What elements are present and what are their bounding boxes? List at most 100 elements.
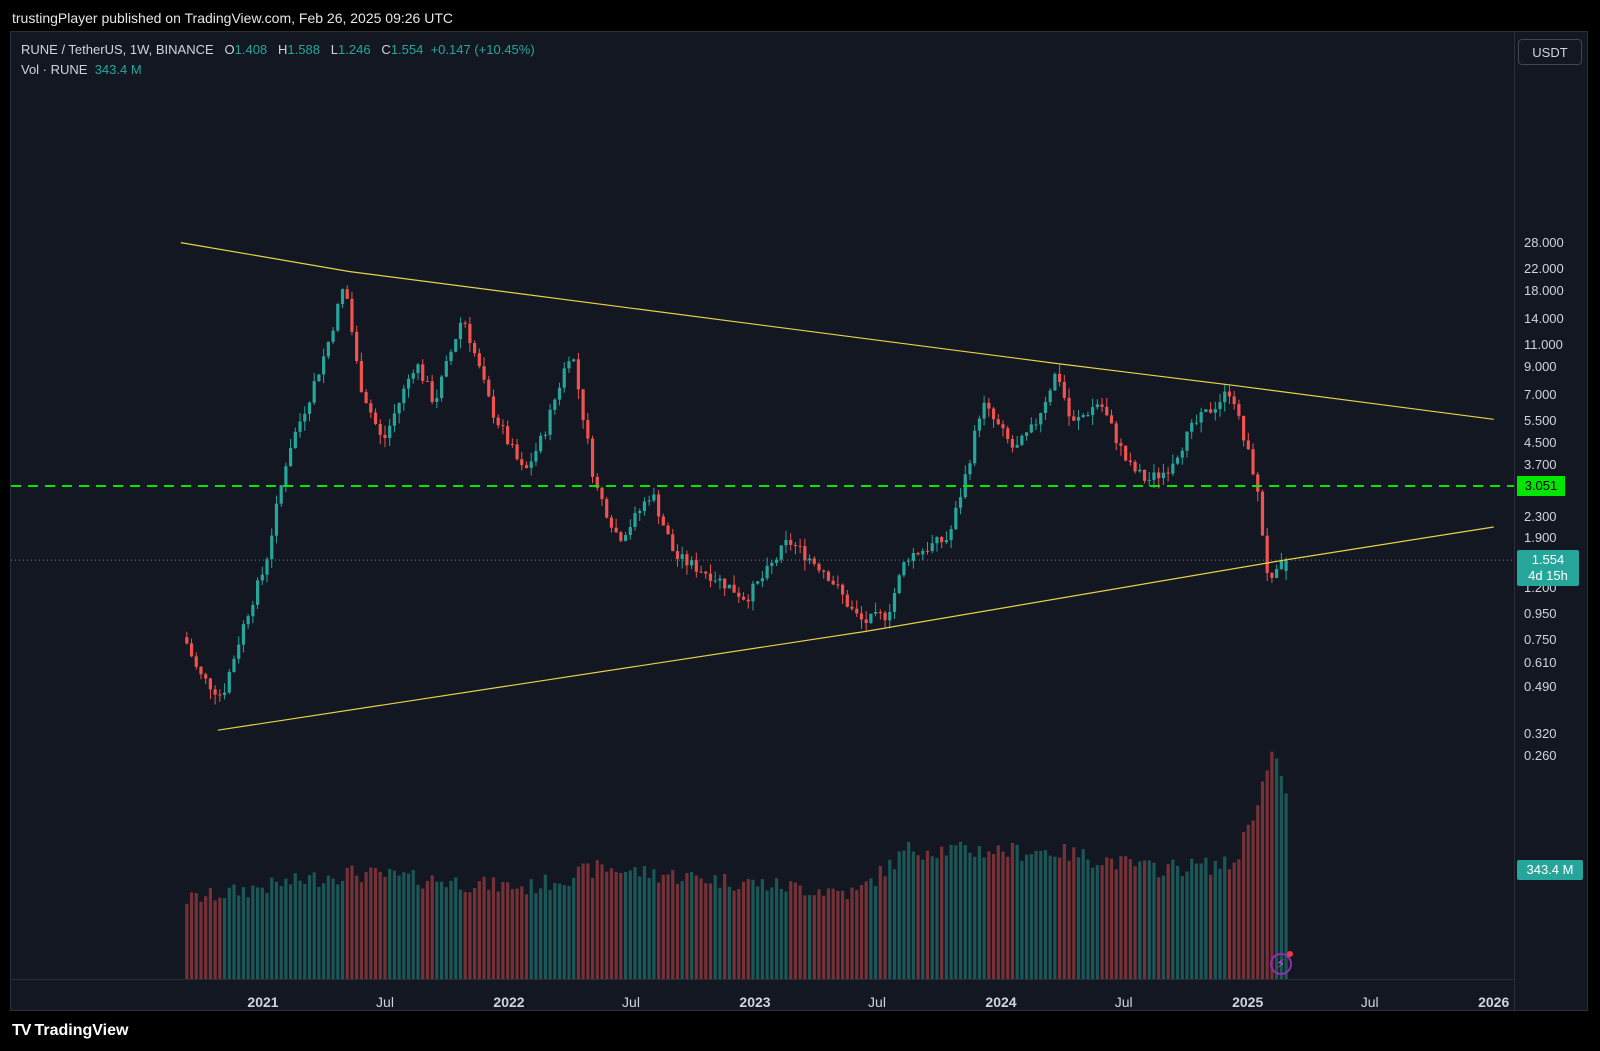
volume-bar bbox=[515, 888, 519, 979]
volume-bar bbox=[958, 841, 963, 979]
trendline[interactable] bbox=[180, 242, 1494, 420]
symbol-title[interactable]: RUNE / TetherUS, 1W, BINANCE bbox=[21, 42, 214, 57]
candle-body bbox=[265, 559, 269, 575]
volume-bar bbox=[760, 879, 764, 979]
volume-bar bbox=[576, 866, 580, 979]
candle-body bbox=[661, 516, 665, 526]
candle-body bbox=[406, 378, 411, 389]
volume-bar bbox=[996, 845, 1000, 979]
volume-bar bbox=[845, 899, 849, 979]
currency-selector[interactable]: USDT bbox=[1518, 39, 1582, 65]
price-tick-label: 3.700 bbox=[1524, 456, 1557, 472]
volume-bar bbox=[935, 858, 939, 979]
candle-body bbox=[1142, 469, 1147, 481]
volume-bar bbox=[746, 878, 750, 979]
tradingview-logo[interactable]: TV TradingView bbox=[12, 1022, 128, 1040]
volume-bar bbox=[864, 881, 868, 979]
volume-bar bbox=[1256, 805, 1260, 979]
lightning-alert-icon[interactable]: ⚡ bbox=[1270, 953, 1292, 975]
candle-body bbox=[251, 604, 255, 617]
volume-bar bbox=[807, 895, 812, 979]
candle-body bbox=[1039, 413, 1043, 425]
candle-body bbox=[1157, 472, 1161, 479]
volume-bar bbox=[1275, 758, 1279, 979]
candle-body bbox=[506, 426, 510, 445]
volume-bar bbox=[185, 903, 189, 979]
price-tick-label: 5.500 bbox=[1524, 413, 1557, 429]
volume-bar bbox=[661, 874, 665, 979]
candle-body bbox=[1029, 424, 1033, 433]
candle-body bbox=[439, 376, 444, 399]
volume-bar bbox=[718, 887, 722, 979]
price-tick-label: 2.300 bbox=[1524, 509, 1557, 525]
candle-body bbox=[1100, 404, 1104, 407]
volume-bar bbox=[1251, 820, 1255, 979]
volume-bar bbox=[774, 878, 779, 979]
candle-body bbox=[836, 584, 840, 586]
candle-body bbox=[1048, 390, 1052, 402]
candle-body bbox=[680, 554, 684, 559]
candle-body bbox=[850, 606, 854, 609]
candle-body bbox=[916, 553, 920, 555]
trendline[interactable] bbox=[217, 526, 1494, 731]
volume-bar bbox=[675, 883, 680, 979]
volume-bar bbox=[855, 890, 859, 979]
candle-body bbox=[633, 512, 637, 528]
volume-bar bbox=[274, 881, 279, 979]
volume-bar bbox=[779, 888, 783, 979]
volume-bar bbox=[279, 886, 283, 979]
candle-body bbox=[208, 678, 213, 690]
volume-bar bbox=[373, 868, 378, 979]
volume-bar bbox=[831, 888, 835, 979]
volume-bar bbox=[340, 880, 345, 979]
candle-body bbox=[1194, 422, 1199, 424]
candle-body bbox=[364, 392, 368, 404]
volume-label[interactable]: Vol · RUNE bbox=[21, 62, 88, 77]
candle-body bbox=[491, 396, 496, 418]
candle-body bbox=[373, 412, 378, 425]
volume-bar bbox=[529, 879, 533, 979]
price-tick-label: 0.260 bbox=[1524, 748, 1557, 764]
candle-body bbox=[303, 413, 307, 422]
candle-body bbox=[477, 353, 481, 367]
candle-body bbox=[619, 532, 623, 541]
volume-bar bbox=[331, 878, 335, 979]
candle-body bbox=[1237, 404, 1241, 416]
candle-body bbox=[657, 494, 661, 517]
candle-body bbox=[807, 558, 812, 561]
candle-body bbox=[510, 444, 514, 446]
time-tick-label: 2022 bbox=[493, 994, 525, 1010]
volume-bar bbox=[213, 900, 217, 979]
candle-body bbox=[789, 540, 793, 545]
candle-body bbox=[694, 560, 698, 572]
volume-bar bbox=[416, 884, 420, 979]
candle-body bbox=[751, 583, 755, 602]
candle-body bbox=[1015, 444, 1019, 448]
volume-bar bbox=[1175, 865, 1180, 979]
volume-bar bbox=[1124, 856, 1128, 979]
candle-body bbox=[803, 546, 807, 561]
open-label: O bbox=[224, 42, 235, 57]
candle-body bbox=[874, 612, 878, 614]
candle-body bbox=[774, 559, 779, 563]
candle-body bbox=[1175, 457, 1180, 464]
candle-body bbox=[1062, 381, 1066, 398]
chart-panel[interactable] bbox=[10, 31, 1588, 1011]
volume-bar bbox=[1260, 781, 1265, 979]
volume-bar bbox=[383, 876, 387, 979]
candle-body bbox=[647, 500, 651, 502]
volume-bar bbox=[218, 897, 222, 979]
candle-body bbox=[746, 599, 750, 602]
candle-body bbox=[1086, 414, 1090, 416]
volume-bar bbox=[1213, 860, 1217, 979]
candle-body bbox=[520, 459, 524, 466]
candle-body bbox=[1114, 423, 1118, 444]
volume-bar bbox=[1204, 857, 1208, 979]
candle-body bbox=[1180, 450, 1184, 458]
low-value: 1.246 bbox=[338, 42, 371, 57]
candle-body bbox=[840, 584, 845, 595]
candle-body bbox=[1185, 431, 1189, 451]
candle-body bbox=[1133, 461, 1137, 472]
volume-bar bbox=[586, 863, 590, 979]
